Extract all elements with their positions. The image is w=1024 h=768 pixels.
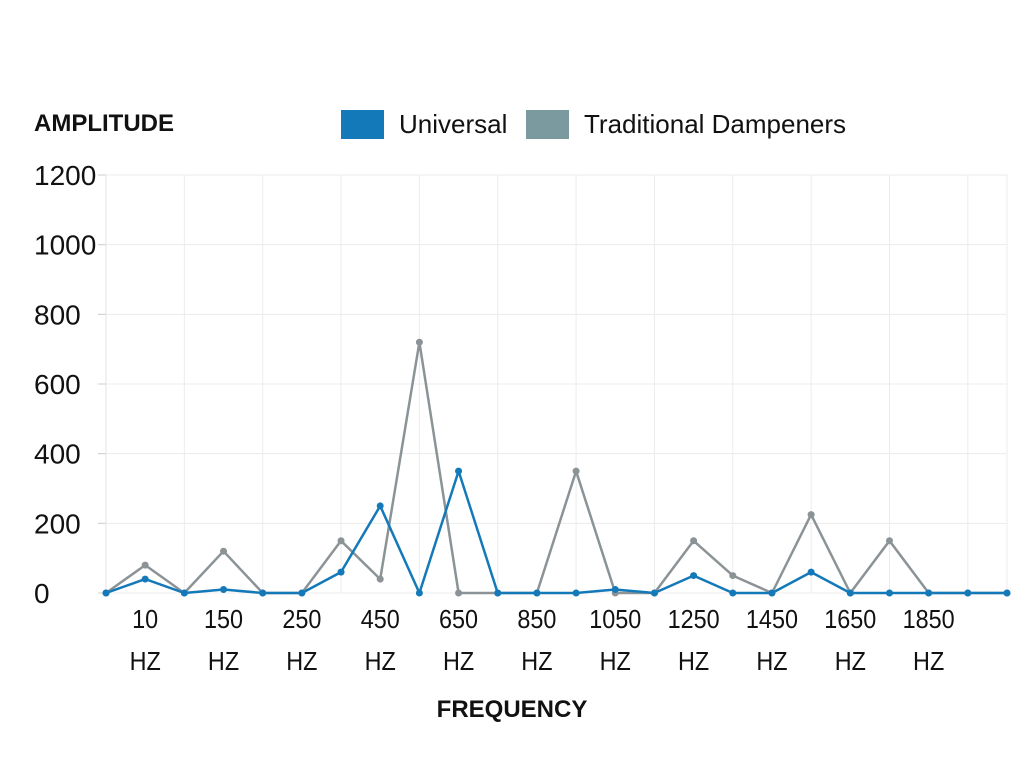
series-line-universal bbox=[105, 469, 1007, 595]
x-tick-label: 1050 bbox=[589, 606, 641, 634]
y-tick-label: 600 bbox=[34, 369, 81, 400]
data-point-universal bbox=[376, 502, 384, 510]
x-tick-unit: HZ bbox=[756, 648, 787, 676]
data-point-universal bbox=[729, 589, 737, 597]
x-tick-label: 1450 bbox=[746, 606, 798, 634]
data-point-universal bbox=[533, 589, 541, 597]
x-tick-label: 650 bbox=[439, 606, 478, 634]
data-point-traditional-dampeners bbox=[807, 511, 815, 519]
data-point-universal bbox=[102, 589, 110, 597]
data-point-traditional-dampeners bbox=[141, 561, 149, 569]
x-tick-unit: HZ bbox=[208, 648, 239, 676]
y-tick-label: 1200 bbox=[34, 160, 96, 191]
data-point-universal bbox=[180, 589, 188, 597]
x-tick-unit: HZ bbox=[365, 648, 396, 676]
series-lines bbox=[105, 340, 1007, 595]
series-line-traditional-dampeners bbox=[105, 340, 1007, 595]
data-point-universal bbox=[611, 586, 619, 594]
x-tick-unit: HZ bbox=[600, 648, 631, 676]
data-point-traditional-dampeners bbox=[415, 338, 423, 346]
legend-swatch-universal bbox=[341, 110, 384, 139]
data-point-universal bbox=[650, 589, 658, 597]
y-tick-label: 200 bbox=[34, 508, 81, 539]
x-tick-unit: HZ bbox=[835, 648, 866, 676]
x-tick-label: 850 bbox=[517, 606, 556, 634]
data-point-traditional-dampeners bbox=[376, 575, 384, 583]
data-point-universal bbox=[690, 572, 698, 580]
data-point-universal bbox=[220, 586, 228, 594]
legend: Universal Traditional Dampeners bbox=[341, 109, 846, 139]
y-tick-label: 0 bbox=[34, 578, 50, 609]
x-tick-unit: HZ bbox=[286, 648, 317, 676]
data-point-traditional-dampeners bbox=[220, 547, 228, 555]
data-point-traditional-dampeners bbox=[690, 537, 698, 545]
data-point-universal bbox=[259, 589, 267, 597]
legend-label-traditional-dampeners: Traditional Dampeners bbox=[584, 109, 846, 139]
x-tick-unit: HZ bbox=[443, 648, 474, 676]
y-tick-label: 1000 bbox=[34, 230, 96, 261]
x-tick-label: 10 bbox=[132, 606, 158, 634]
x-tick-unit: HZ bbox=[130, 648, 161, 676]
data-point-universal bbox=[494, 589, 502, 597]
x-tick-label: 1650 bbox=[824, 606, 876, 634]
data-point-universal bbox=[455, 467, 463, 475]
y-tick-label: 800 bbox=[34, 299, 81, 330]
x-axis-title: FREQUENCY bbox=[437, 696, 588, 723]
data-point-traditional-dampeners bbox=[455, 589, 463, 597]
x-tick-unit: HZ bbox=[521, 648, 552, 676]
data-point-universal bbox=[1003, 589, 1011, 597]
data-point-universal bbox=[141, 575, 149, 583]
series-points bbox=[102, 338, 1011, 597]
y-tick-labels: 0 200 400 600 800 1000 1200 bbox=[34, 160, 96, 609]
data-point-universal bbox=[846, 589, 854, 597]
data-point-traditional-dampeners bbox=[885, 537, 893, 545]
data-point-universal bbox=[415, 589, 423, 597]
x-tick-label: 1850 bbox=[903, 606, 955, 634]
data-point-universal bbox=[768, 589, 776, 597]
x-tick-label: 1250 bbox=[668, 606, 720, 634]
x-tick-label: 150 bbox=[204, 606, 243, 634]
data-point-universal bbox=[885, 589, 893, 597]
x-tick-label: 250 bbox=[282, 606, 321, 634]
data-point-universal bbox=[964, 589, 972, 597]
legend-label-universal: Universal bbox=[399, 109, 507, 139]
x-tick-unit: HZ bbox=[678, 648, 709, 676]
legend-swatch-traditional-dampeners bbox=[526, 110, 569, 139]
data-point-universal bbox=[572, 589, 580, 597]
data-point-traditional-dampeners bbox=[729, 572, 737, 580]
data-point-traditional-dampeners bbox=[572, 467, 580, 475]
y-tick-label: 400 bbox=[34, 439, 81, 470]
x-tick-labels: 10 HZ 150 HZ 250 HZ 450 HZ 650 HZ 850 HZ 1050 HZ 1250 H… bbox=[130, 606, 955, 676]
axes bbox=[98, 174, 107, 594]
data-point-universal bbox=[807, 568, 815, 576]
data-point-universal bbox=[925, 589, 933, 597]
x-tick-label: 450 bbox=[361, 606, 400, 634]
x-tick-unit: HZ bbox=[913, 648, 944, 676]
data-point-universal bbox=[337, 568, 345, 576]
data-point-traditional-dampeners bbox=[337, 537, 345, 545]
y-axis-title: AMPLITUDE bbox=[34, 110, 174, 137]
data-point-universal bbox=[298, 589, 306, 597]
